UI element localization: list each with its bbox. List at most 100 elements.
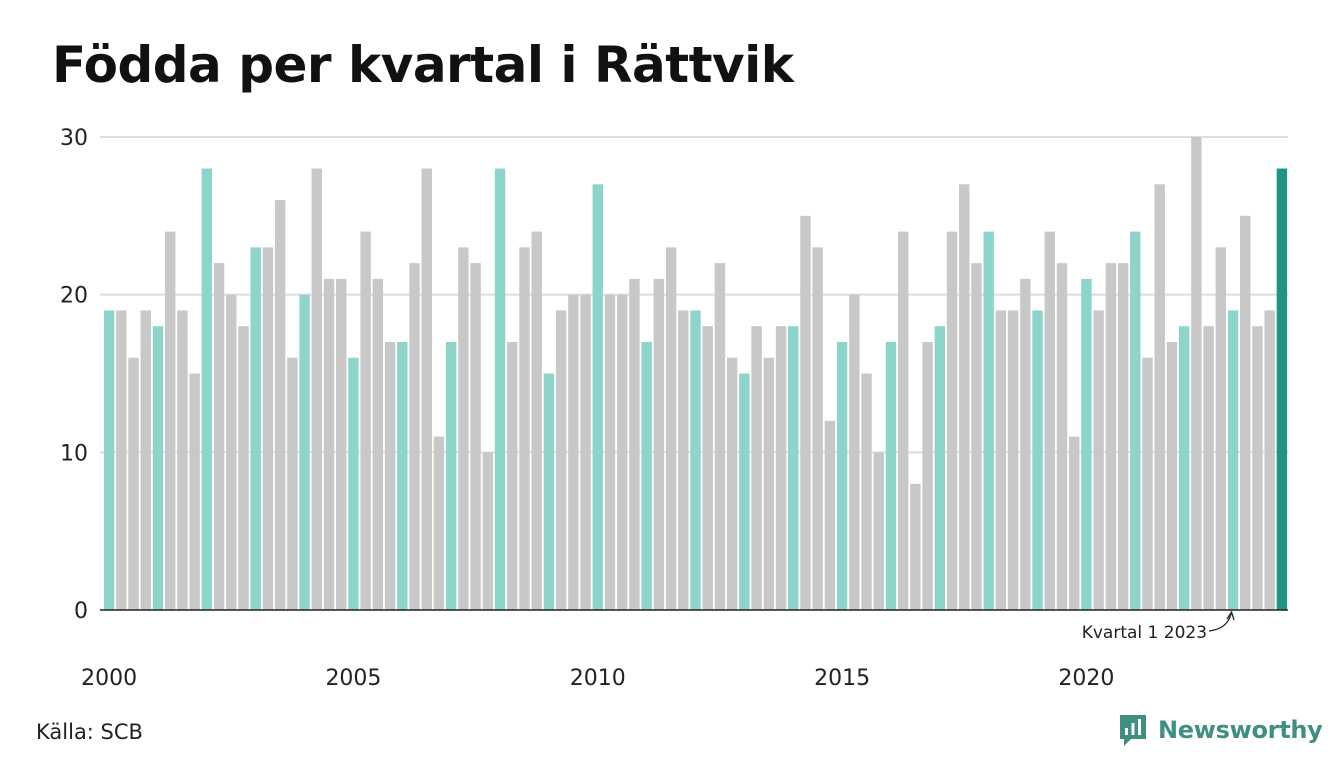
y-tick-label: 0	[74, 599, 88, 624]
bar	[470, 263, 481, 610]
bar	[421, 168, 432, 611]
bar	[372, 278, 384, 610]
annotation-arrow	[1208, 613, 1232, 632]
annotation-arrowhead	[1226, 610, 1235, 621]
bar	[604, 294, 616, 610]
bar	[616, 294, 628, 610]
bar	[873, 452, 884, 610]
bar	[1069, 436, 1080, 610]
bar	[152, 326, 164, 610]
bar	[592, 184, 603, 611]
bar	[299, 294, 310, 610]
bar	[1252, 326, 1263, 610]
bar	[849, 294, 860, 610]
bar	[1264, 310, 1275, 610]
bar	[580, 294, 591, 610]
bar	[751, 326, 762, 610]
bar	[1081, 278, 1092, 610]
bar	[189, 373, 200, 610]
bar	[1020, 278, 1031, 610]
bar	[726, 357, 738, 610]
bar	[116, 310, 127, 610]
bar	[946, 231, 958, 610]
bar	[1007, 310, 1019, 610]
bar	[360, 231, 371, 610]
bar	[287, 357, 298, 610]
bar	[543, 373, 555, 610]
bar	[213, 263, 225, 610]
x-tick-label: 2010	[570, 666, 626, 691]
bar	[531, 231, 542, 610]
newsworthy-brand: Newsworthy	[1118, 713, 1323, 747]
bar	[702, 326, 713, 610]
bar	[1191, 137, 1202, 610]
chart-title: Födda per kvartal i Rättvik	[52, 36, 794, 94]
bar	[861, 373, 872, 610]
bar	[1154, 184, 1165, 611]
bar	[458, 247, 469, 610]
bar	[226, 294, 237, 610]
bar	[445, 341, 457, 610]
bar	[897, 231, 909, 610]
bar	[824, 420, 836, 610]
bar	[739, 373, 750, 610]
bar	[262, 247, 274, 610]
y-tick-label: 10	[60, 441, 88, 466]
x-tick-label: 2020	[1058, 666, 1114, 691]
bar	[714, 263, 726, 610]
bar	[238, 326, 249, 610]
bar	[140, 310, 151, 610]
bar	[959, 184, 970, 611]
bar	[934, 326, 946, 610]
bar	[164, 231, 176, 610]
bar	[128, 357, 139, 610]
bar	[1227, 310, 1239, 610]
bar	[763, 357, 775, 610]
bar	[1215, 247, 1227, 610]
bar	[482, 452, 494, 610]
bar	[885, 341, 897, 610]
bar	[641, 341, 652, 610]
x-tick-label: 2015	[814, 666, 870, 691]
y-tick-label: 20	[60, 284, 88, 309]
bar	[507, 341, 518, 610]
bar	[836, 341, 848, 610]
bar-chart: 0 10 20 30 2000 2005 2010 2015 2020 Kvartal 1 202…	[60, 126, 1288, 691]
bar	[397, 341, 408, 610]
bar	[995, 310, 1007, 610]
bar	[1105, 263, 1117, 610]
annotation-label: Kvartal 1 2023	[1082, 623, 1207, 643]
bar	[494, 168, 506, 611]
bar	[653, 278, 665, 610]
bar	[1056, 263, 1068, 610]
bar	[103, 310, 115, 610]
bar	[800, 215, 811, 611]
bar	[629, 278, 640, 610]
x-tick-label: 2005	[325, 666, 381, 691]
bar	[568, 294, 579, 610]
bar	[1117, 263, 1129, 610]
bar	[1142, 357, 1153, 610]
bar	[678, 310, 689, 610]
newsworthy-logo-icon	[1120, 715, 1146, 746]
bar	[274, 200, 286, 611]
bar	[250, 247, 261, 610]
bar	[1240, 215, 1251, 611]
bar	[433, 436, 445, 610]
bar	[665, 247, 677, 610]
bar	[910, 483, 921, 610]
bar	[348, 357, 359, 610]
bar	[1044, 231, 1055, 610]
bar	[409, 263, 420, 610]
bar	[1178, 326, 1190, 610]
x-tick-label: 2000	[81, 666, 137, 691]
brand-name: Newsworthy	[1158, 716, 1323, 744]
bar	[336, 278, 347, 610]
bar	[788, 326, 799, 610]
bar	[201, 168, 213, 611]
bar	[922, 341, 933, 610]
bar	[983, 231, 994, 610]
bar	[812, 247, 823, 610]
bar	[1093, 310, 1104, 610]
bar	[690, 310, 701, 610]
